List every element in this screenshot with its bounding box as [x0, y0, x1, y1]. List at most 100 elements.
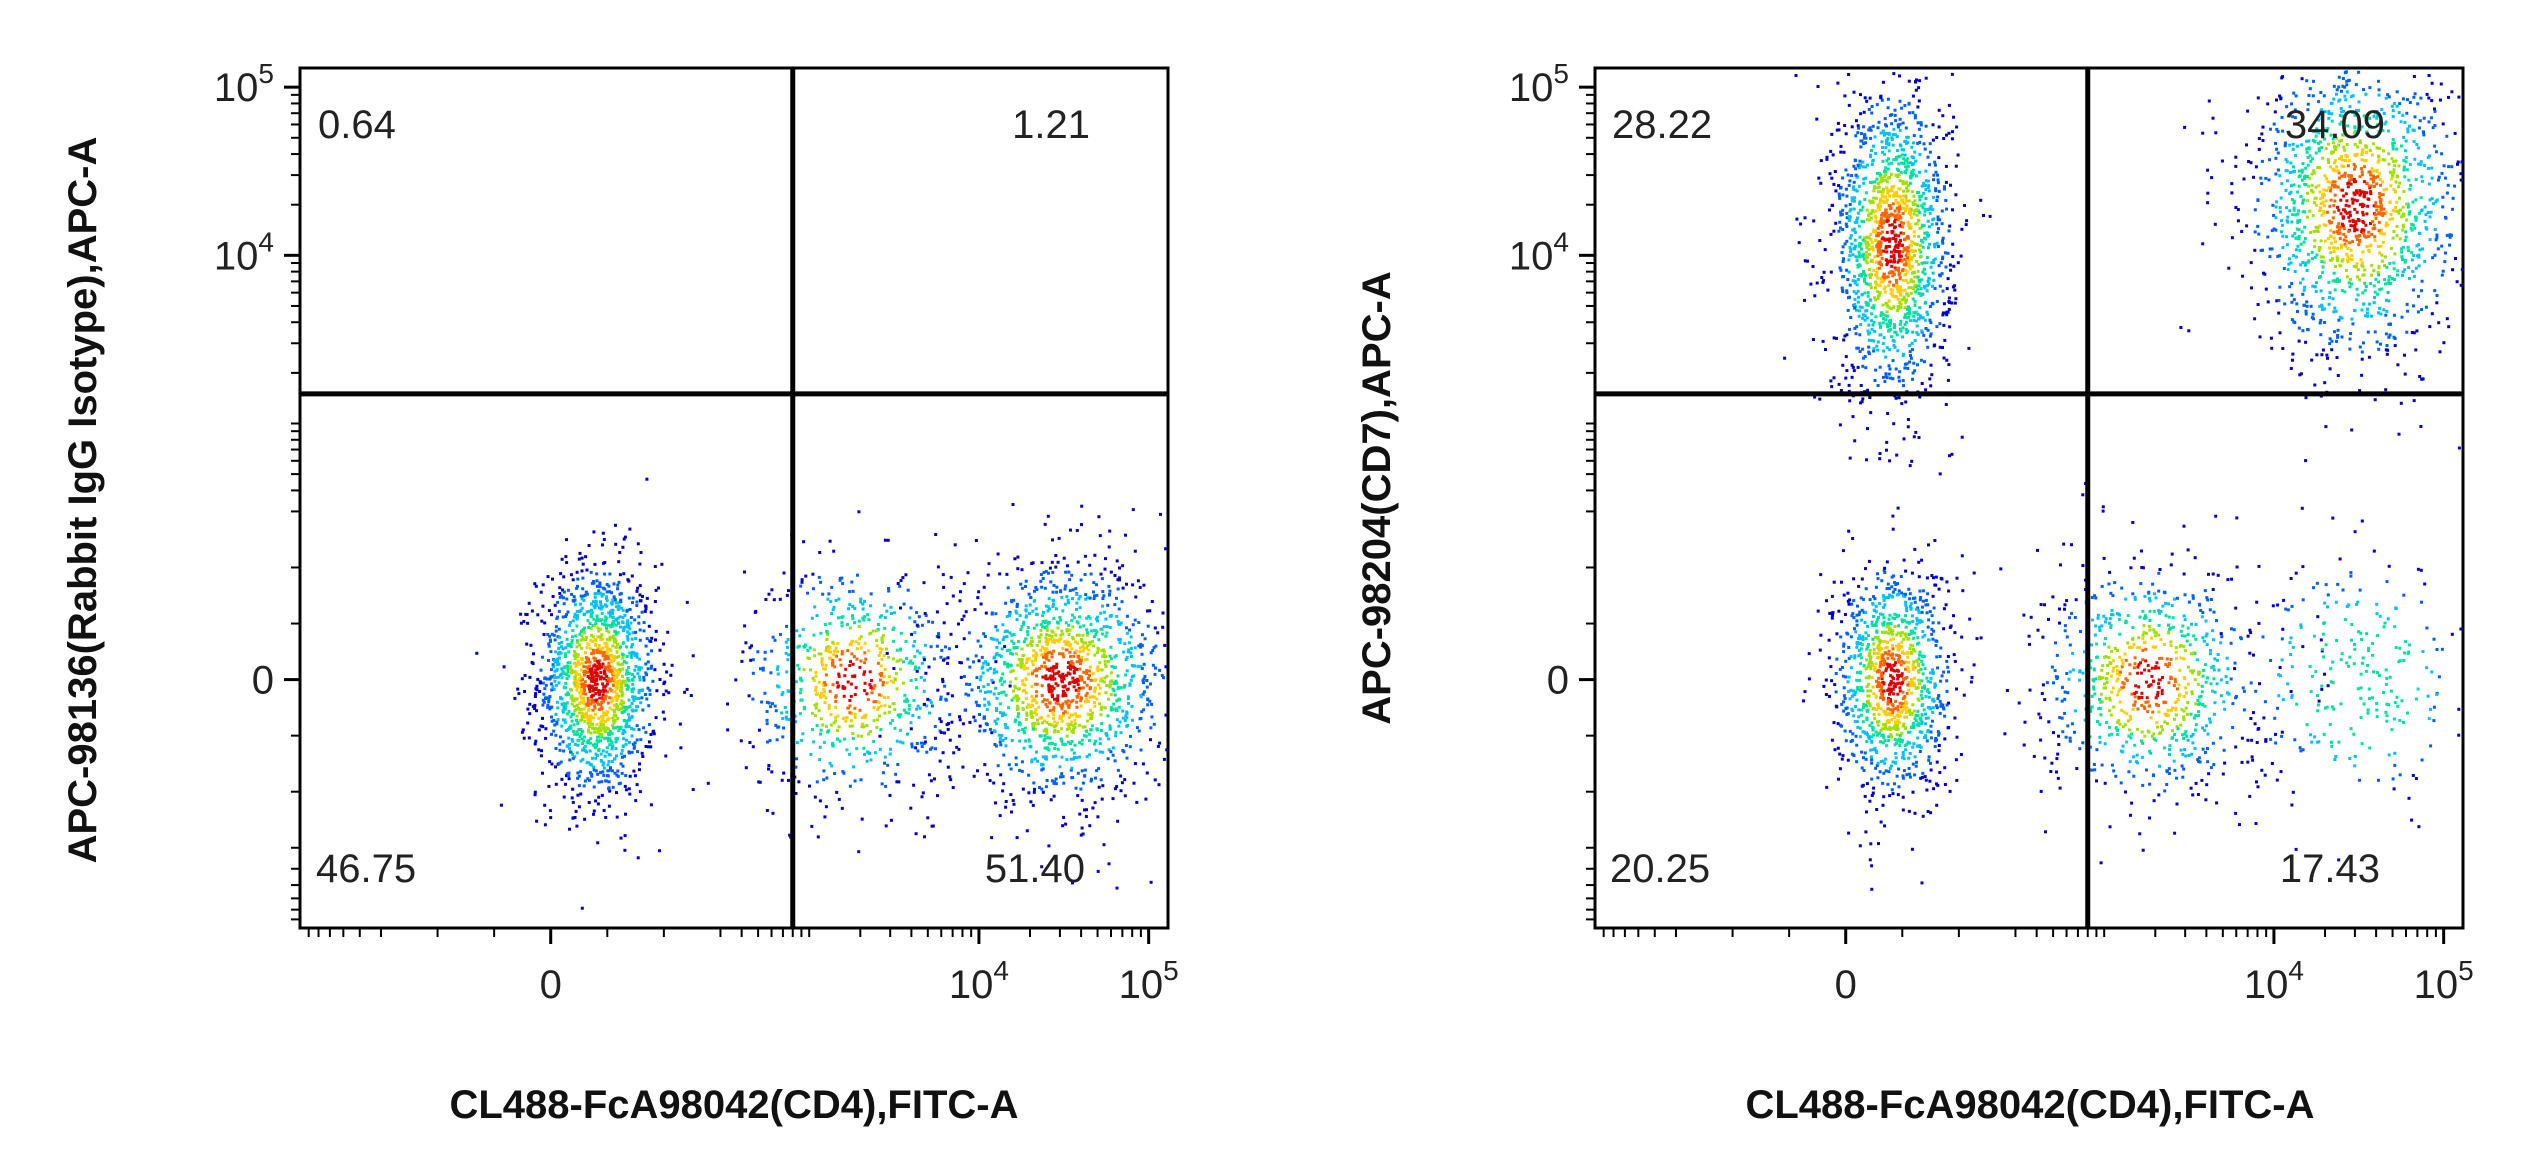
event-dot	[868, 670, 872, 674]
event-dot	[813, 703, 817, 707]
event-dot	[583, 680, 587, 684]
event-dot	[1061, 714, 1065, 718]
event-dot	[868, 632, 872, 636]
event-dot	[888, 793, 892, 797]
event-dot	[1071, 680, 1075, 684]
event-dot	[1915, 331, 1919, 335]
event-dot	[993, 719, 997, 723]
event-dot	[1841, 245, 1845, 249]
event-dot	[568, 665, 572, 669]
event-dots	[1783, 70, 2464, 891]
event-dot	[915, 707, 919, 711]
event-dot	[1906, 164, 1910, 168]
event-dot	[561, 647, 565, 651]
event-dot	[598, 651, 602, 655]
event-dot	[641, 595, 644, 598]
event-dot	[765, 700, 769, 704]
event-dot	[818, 758, 822, 762]
event-dot	[1940, 272, 1944, 276]
event-dot	[593, 744, 597, 748]
event-dot	[1065, 734, 1069, 738]
event-dot	[955, 745, 959, 749]
event-dot	[536, 677, 540, 681]
event-dot	[641, 755, 645, 758]
event-dot	[973, 608, 977, 612]
event-dot	[1880, 98, 1884, 102]
event-dot	[1047, 607, 1051, 611]
event-dot	[610, 621, 614, 625]
event-dot	[1021, 654, 1025, 658]
event-dot	[1887, 364, 1891, 368]
event-dot	[966, 571, 970, 575]
event-dot	[875, 725, 879, 729]
event-dot	[520, 730, 524, 734]
event-dot	[1885, 263, 1889, 267]
event-dot	[888, 705, 892, 709]
event-dot	[563, 652, 567, 656]
event-dot	[1010, 810, 1013, 814]
event-dot	[1859, 254, 1863, 258]
event-dot	[660, 562, 664, 566]
event-dot	[909, 606, 913, 610]
event-dot	[1838, 423, 1842, 427]
event-dot	[565, 597, 569, 601]
event-dot	[1873, 214, 1877, 218]
event-dot	[1112, 689, 1116, 692]
event-dot	[613, 771, 617, 775]
event-dot	[1861, 205, 1865, 209]
event-dot	[1916, 287, 1920, 291]
event-dot	[1144, 797, 1148, 801]
event-dot	[1151, 663, 1155, 667]
event-dot	[1872, 320, 1876, 324]
event-dot	[822, 740, 826, 744]
event-dot	[617, 708, 621, 712]
event-dot	[1909, 356, 1913, 360]
event-dot	[854, 686, 858, 690]
event-dot	[588, 690, 592, 694]
event-dot	[502, 665, 506, 669]
event-dot	[616, 717, 620, 720]
event-dot	[879, 664, 883, 668]
event-dot	[1052, 794, 1056, 798]
event-dot	[1895, 284, 1899, 288]
event-dot	[1054, 754, 1058, 758]
event-dot	[580, 689, 584, 693]
event-dot	[1906, 307, 1909, 311]
event-dot	[1069, 528, 1072, 532]
event-dot	[1084, 815, 1088, 818]
event-dot	[780, 778, 784, 782]
event-dot	[1097, 785, 1101, 789]
event-dot	[859, 597, 863, 601]
event-dot	[1922, 202, 1926, 206]
event-dot	[869, 592, 873, 596]
event-dot	[533, 742, 537, 746]
event-dot	[1856, 365, 1860, 369]
event-dot	[569, 695, 573, 699]
event-dot	[594, 742, 597, 746]
event-dot	[1044, 636, 1048, 640]
event-dot	[550, 632, 554, 636]
event-dot	[1061, 609, 1065, 613]
event-dot	[909, 727, 913, 731]
event-dot	[1885, 310, 1889, 314]
event-dot	[1874, 315, 1878, 319]
event-dot	[1095, 630, 1099, 634]
event-dot	[633, 695, 637, 699]
event-dot	[638, 657, 642, 661]
event-dot	[567, 771, 571, 775]
event-dot	[1004, 805, 1008, 809]
event-dot	[920, 661, 924, 665]
event-dot	[1082, 641, 1086, 645]
event-dot	[1053, 640, 1057, 644]
event-dot	[1054, 777, 1058, 781]
event-dot	[1883, 117, 1887, 121]
event-dot	[863, 753, 867, 756]
event-dot	[1104, 617, 1108, 621]
event-dot	[1852, 180, 1856, 184]
event-dot	[603, 685, 607, 689]
event-dot	[632, 769, 636, 773]
event-dot	[1018, 722, 1022, 726]
event-dot	[1047, 597, 1051, 600]
event-dot	[1863, 355, 1867, 358]
event-dot	[595, 682, 599, 686]
